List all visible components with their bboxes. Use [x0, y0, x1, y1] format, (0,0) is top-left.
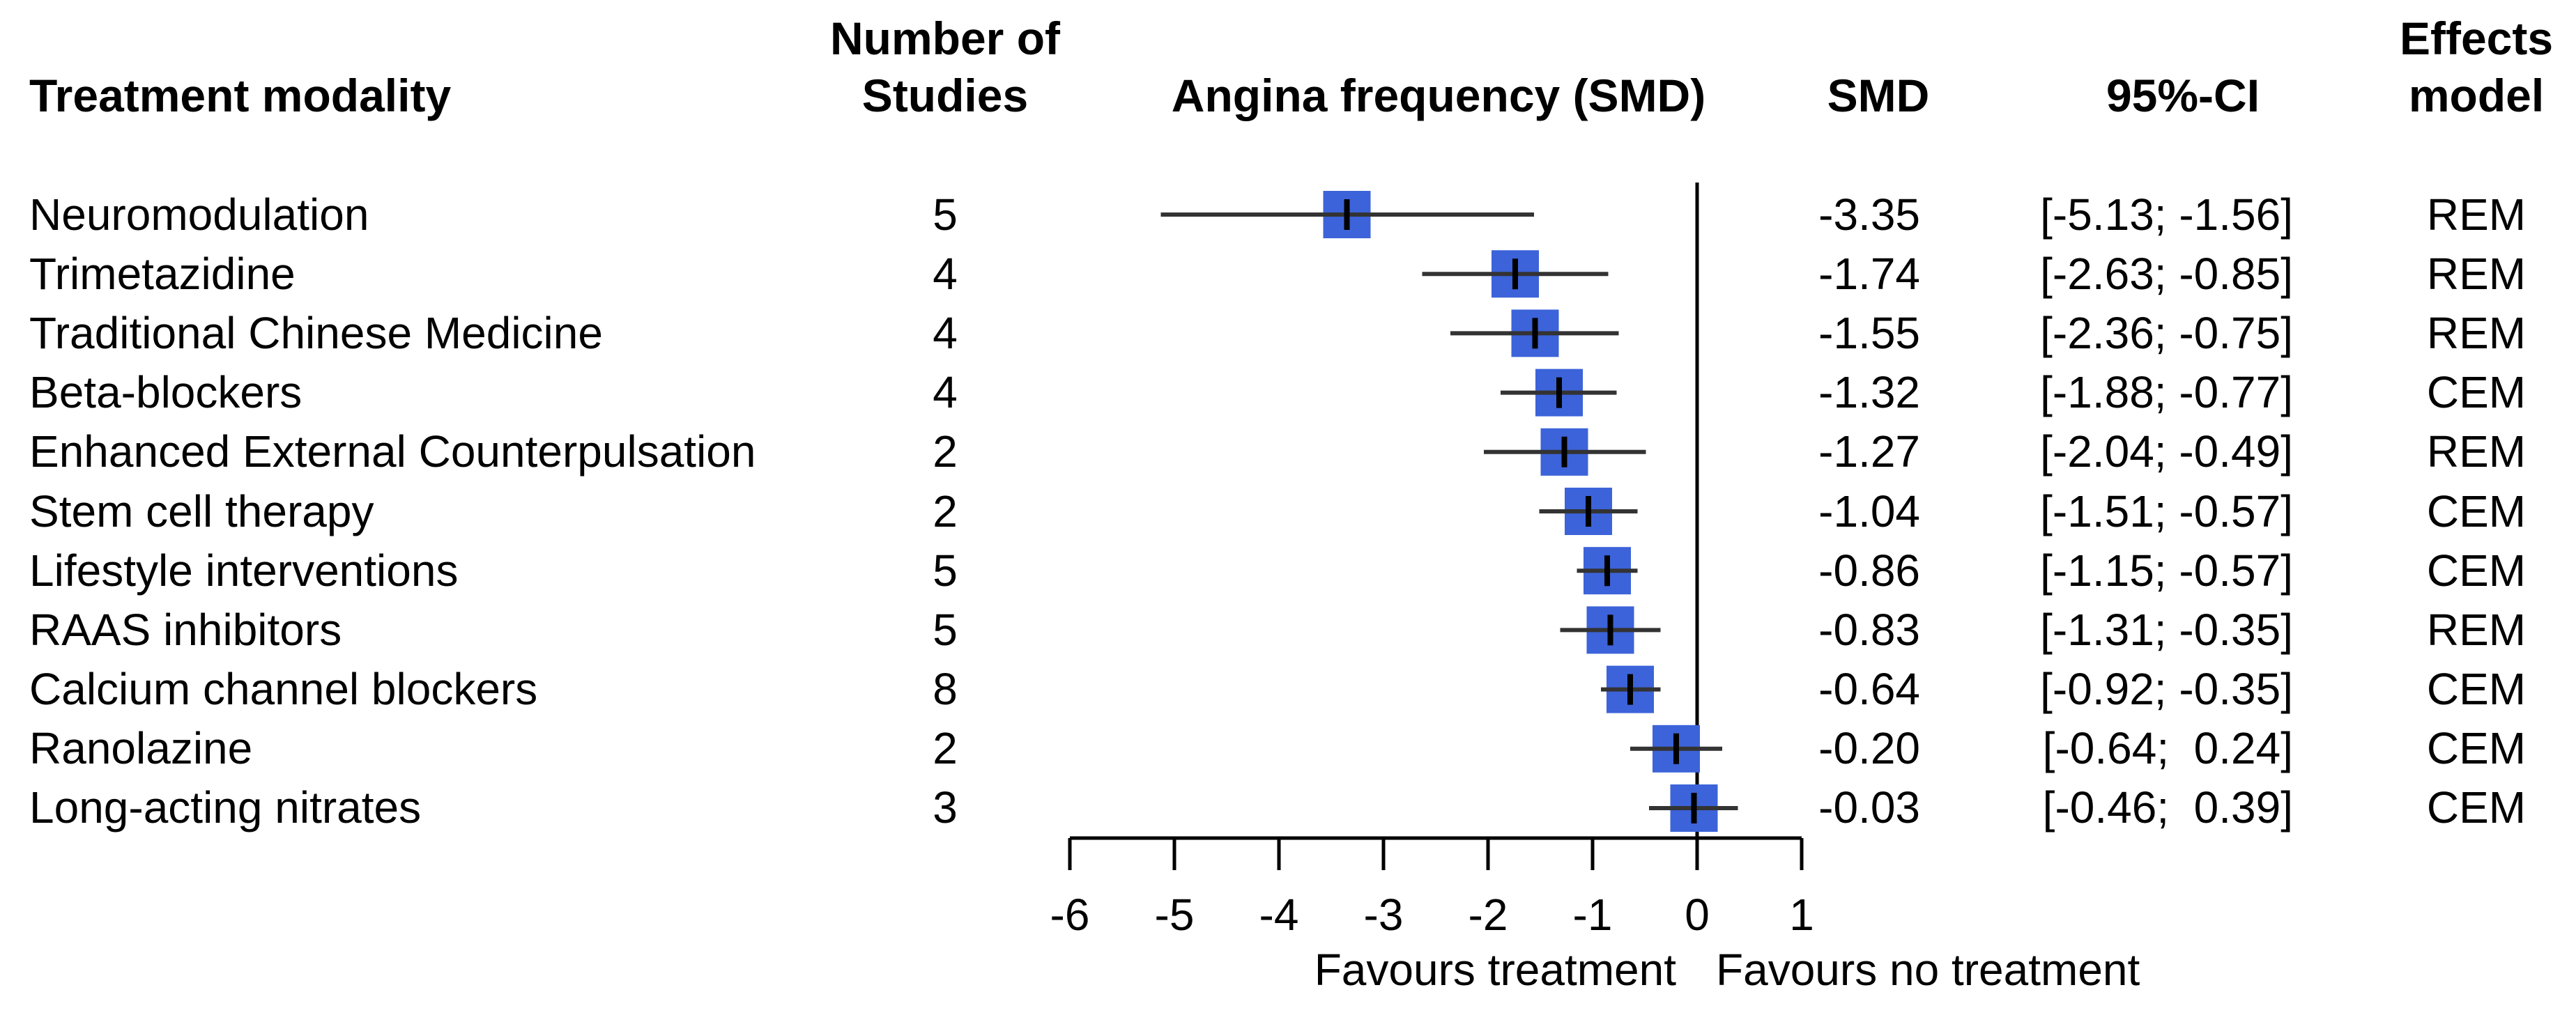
x-axis-tick-label: -4 — [1259, 890, 1299, 940]
x-axis-tick-label: -5 — [1155, 890, 1195, 940]
effects-model-value: CEM — [2426, 782, 2527, 833]
effects-model-value: CEM — [2426, 545, 2527, 596]
ci-value: [-0.64; 0.24] — [2042, 723, 2293, 774]
study-row: Neuromodulation 5 -3.35 [-5.13; -1.56] R… — [0, 185, 2576, 244]
effects-model-header: Effects model — [2400, 10, 2553, 124]
x-axis-tick-label: 1 — [1789, 890, 1814, 940]
favours-treatment-label: Favours treatment — [1314, 945, 1676, 995]
effects-model-value: REM — [2426, 248, 2527, 299]
study-row: Ranolazine 2 -0.20 [-0.64; 0.24] CEM — [0, 719, 2576, 778]
number-of-studies: 3 — [933, 782, 958, 833]
treatment-name: Ranolazine — [29, 723, 253, 774]
study-row: Enhanced External Counterpulsation 2 -1.… — [0, 422, 2576, 481]
treatment-name: Stem cell therapy — [29, 486, 374, 536]
treatment-name: Lifestyle interventions — [29, 545, 459, 596]
study-row: Traditional Chinese Medicine 4 -1.55 [-2… — [0, 303, 2576, 362]
ci-value: [-2.04; -0.49] — [2040, 426, 2293, 477]
smd-value: -3.35 — [1818, 189, 1920, 240]
number-of-studies-header: Number of Studies — [830, 10, 1060, 124]
study-row: Beta-blockers 4 -1.32 [-1.88; -0.77] CEM — [0, 363, 2576, 422]
effects-model-value: CEM — [2426, 486, 2527, 536]
treatment-name: Beta-blockers — [29, 367, 302, 418]
smd-column-header: SMD — [1827, 70, 1930, 121]
ci-value: [-1.51; -0.57] — [2040, 486, 2293, 536]
smd-value: -0.20 — [1818, 723, 1920, 774]
ci-value: [-1.15; -0.57] — [2040, 545, 2293, 596]
treatment-name: Enhanced External Counterpulsation — [29, 426, 756, 477]
ci-value: [-0.92; -0.35] — [2040, 664, 2293, 715]
number-of-studies: 5 — [933, 189, 958, 240]
treatment-modality-header: Treatment modality — [29, 70, 452, 121]
effects-model-value: CEM — [2426, 664, 2527, 715]
ci-value: [-1.88; -0.77] — [2040, 367, 2293, 418]
x-axis-tick-label: -1 — [1573, 890, 1613, 940]
smd-value: -0.86 — [1818, 545, 1920, 596]
number-of-studies: 4 — [933, 307, 958, 358]
number-of-studies: 2 — [933, 723, 958, 774]
x-axis-tick-label: -6 — [1050, 890, 1090, 940]
treatment-name: Neuromodulation — [29, 189, 369, 240]
x-axis-tick-label: -2 — [1469, 890, 1508, 940]
effects-model-value: REM — [2426, 426, 2527, 477]
number-of-studies-header-line1: Number of — [830, 13, 1060, 64]
plot-title-header: Angina frequency (SMD) — [1171, 70, 1706, 121]
number-of-studies: 5 — [933, 545, 958, 596]
effects-model-value: CEM — [2426, 723, 2527, 774]
smd-value: -0.64 — [1818, 664, 1920, 715]
effects-model-header-line2: model — [2408, 70, 2545, 121]
effects-model-value: REM — [2426, 604, 2527, 655]
number-of-studies: 4 — [933, 367, 958, 418]
number-of-studies-header-line2: Studies — [861, 70, 1029, 121]
ci-value: [-1.31; -0.35] — [2040, 604, 2293, 655]
study-row: Trimetazidine 4 -1.74 [-2.63; -0.85] REM — [0, 244, 2576, 303]
ci-value: [-5.13; -1.56] — [2040, 189, 2293, 240]
treatment-name: Long-acting nitrates — [29, 782, 422, 833]
smd-value: -1.55 — [1818, 307, 1920, 358]
study-rows: Neuromodulation 5 -3.35 [-5.13; -1.56] R… — [0, 185, 2576, 837]
x-axis-tick-label: -3 — [1364, 890, 1404, 940]
smd-value: -1.27 — [1818, 426, 1920, 477]
ci-value: [-2.36; -0.75] — [2040, 307, 2293, 358]
effects-model-value: CEM — [2426, 367, 2527, 418]
study-row: Calcium channel blockers 8 -0.64 [-0.92;… — [0, 660, 2576, 719]
study-row: Stem cell therapy 2 -1.04 [-1.51; -0.57]… — [0, 481, 2576, 541]
study-row: RAAS inhibitors 5 -0.83 [-1.31; -0.35] R… — [0, 600, 2576, 659]
smd-value: -1.04 — [1818, 486, 1920, 536]
smd-value: -0.03 — [1818, 782, 1920, 833]
treatment-name: RAAS inhibitors — [29, 604, 342, 655]
number-of-studies: 4 — [933, 248, 958, 299]
ci-value: [-0.46; 0.39] — [2042, 782, 2293, 833]
number-of-studies: 2 — [933, 486, 958, 536]
effects-model-header-line1: Effects — [2399, 13, 2554, 64]
smd-value: -1.32 — [1818, 367, 1920, 418]
smd-value: -0.83 — [1818, 604, 1920, 655]
effects-model-value: REM — [2426, 307, 2527, 358]
study-row: Long-acting nitrates 3 -0.03 [-0.46; 0.3… — [0, 778, 2576, 837]
favours-no-treatment-label: Favours no treatment — [1716, 945, 2140, 995]
effects-model-value: REM — [2426, 189, 2527, 240]
ci-column-header: 95%-CI — [2106, 70, 2260, 121]
smd-value: -1.74 — [1818, 248, 1920, 299]
number-of-studies: 2 — [933, 426, 958, 477]
x-axis-tick-label: 0 — [1685, 890, 1710, 940]
ci-value: [-2.63; -0.85] — [2040, 248, 2293, 299]
treatment-name: Trimetazidine — [29, 248, 296, 299]
number-of-studies: 5 — [933, 604, 958, 655]
study-row: Lifestyle interventions 5 -0.86 [-1.15; … — [0, 541, 2576, 600]
number-of-studies: 8 — [933, 664, 958, 715]
treatment-name: Calcium channel blockers — [29, 664, 538, 715]
treatment-name: Traditional Chinese Medicine — [29, 307, 603, 358]
